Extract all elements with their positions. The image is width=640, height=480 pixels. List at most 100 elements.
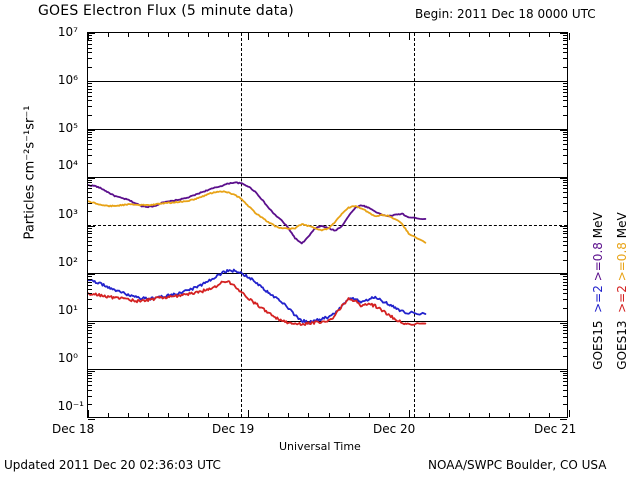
y-major-tick xyxy=(560,81,567,82)
y-minor-tick xyxy=(88,279,92,280)
x-major-tick xyxy=(248,410,249,417)
x-minor-tick xyxy=(208,33,209,37)
y-minor-tick xyxy=(563,325,567,326)
legend-space xyxy=(615,238,629,242)
y-minor-tick xyxy=(88,83,92,84)
y-minor-tick xyxy=(88,356,92,357)
y-minor-tick xyxy=(88,385,92,386)
legend-satellite-goes13: GOES13 xyxy=(615,320,629,370)
y-minor-tick xyxy=(88,197,92,198)
x-minor-tick xyxy=(108,33,109,37)
y-minor-tick xyxy=(563,396,567,397)
y-minor-tick xyxy=(563,282,567,283)
y-tick-label: 10⁶ xyxy=(57,73,78,87)
x-minor-tick xyxy=(168,413,169,417)
y-minor-tick xyxy=(563,89,567,90)
y-minor-tick xyxy=(563,140,567,141)
y-minor-tick xyxy=(88,192,92,193)
x-minor-tick xyxy=(449,413,450,417)
y-minor-tick xyxy=(563,100,567,101)
x-tick-label: Dec 19 xyxy=(212,422,255,436)
y-minor-tick xyxy=(563,231,567,232)
x-major-tick xyxy=(569,410,570,417)
y-minor-tick xyxy=(563,375,567,376)
y-major-tick xyxy=(88,419,95,420)
y-minor-tick xyxy=(88,106,92,107)
y-minor-tick xyxy=(88,132,92,133)
y-minor-tick xyxy=(563,163,567,164)
y-minor-tick xyxy=(88,140,92,141)
y-minor-tick xyxy=(88,251,92,252)
y-minor-tick xyxy=(88,115,92,116)
y-minor-tick xyxy=(88,89,92,90)
x-minor-tick xyxy=(349,33,350,37)
y-minor-tick xyxy=(88,52,92,53)
gridline xyxy=(88,273,567,274)
legend-space xyxy=(615,313,629,321)
y-minor-tick xyxy=(563,342,567,343)
y-minor-tick xyxy=(563,251,567,252)
y-minor-tick xyxy=(88,237,92,238)
y-minor-tick xyxy=(88,404,92,405)
y-minor-tick xyxy=(88,373,92,374)
y-minor-tick xyxy=(88,289,92,290)
x-minor-tick xyxy=(349,413,350,417)
y-minor-tick xyxy=(88,342,92,343)
x-tick-label: Dec 20 xyxy=(373,422,416,436)
y-minor-tick xyxy=(563,134,567,135)
y-minor-tick xyxy=(88,260,92,261)
x-tick-label: Dec 18 xyxy=(52,422,95,436)
legend-space xyxy=(591,238,605,242)
x-minor-tick xyxy=(369,33,370,37)
y-minor-tick xyxy=(88,163,92,164)
x-major-tick xyxy=(88,33,89,40)
y-minor-tick xyxy=(563,385,567,386)
y-major-tick xyxy=(560,419,567,420)
y-minor-tick xyxy=(563,48,567,49)
x-minor-tick xyxy=(268,413,269,417)
updated-timestamp: Updated 2011 Dec 20 02:36:03 UTC xyxy=(4,458,221,472)
x-minor-tick xyxy=(188,33,189,37)
legend-goes13: GOES13 >=2 >=0.8 MeV xyxy=(601,212,629,385)
y-minor-tick xyxy=(88,134,92,135)
legend-unit-goes13: MeV xyxy=(615,212,629,239)
y-minor-tick xyxy=(563,185,567,186)
x-major-tick xyxy=(409,33,410,40)
x-major-tick xyxy=(409,410,410,417)
y-minor-tick xyxy=(88,48,92,49)
y-minor-tick xyxy=(563,58,567,59)
legend-energy-08mev-goes13: >=0.8 xyxy=(615,242,629,282)
y-minor-tick xyxy=(563,197,567,198)
y-minor-tick xyxy=(563,260,567,261)
x-minor-tick xyxy=(228,413,229,417)
gridline xyxy=(88,177,567,178)
y-minor-tick xyxy=(88,333,92,334)
y-minor-tick xyxy=(563,92,567,93)
x-minor-tick xyxy=(228,33,229,37)
x-minor-tick xyxy=(529,413,530,417)
y-tick-label: 10⁵ xyxy=(57,121,78,135)
y-minor-tick xyxy=(563,144,567,145)
y-minor-tick xyxy=(563,188,567,189)
x-minor-tick xyxy=(168,33,169,37)
x-minor-tick xyxy=(549,413,550,417)
y-minor-tick xyxy=(563,327,567,328)
y-minor-tick xyxy=(563,44,567,45)
y-minor-tick xyxy=(563,308,567,309)
y-minor-tick xyxy=(88,182,92,183)
legend-unit-goes15: MeV xyxy=(591,212,605,239)
y-minor-tick xyxy=(563,299,567,300)
y-minor-tick xyxy=(563,348,567,349)
x-minor-tick xyxy=(148,33,149,37)
y-minor-tick xyxy=(88,337,92,338)
y-minor-tick xyxy=(88,308,92,309)
y-minor-tick xyxy=(563,245,567,246)
legend-space xyxy=(615,281,629,285)
y-minor-tick xyxy=(88,245,92,246)
x-minor-tick xyxy=(188,413,189,417)
y-minor-tick xyxy=(563,35,567,36)
x-minor-tick xyxy=(288,33,289,37)
x-minor-tick xyxy=(329,413,330,417)
y-minor-tick xyxy=(88,40,92,41)
x-minor-tick xyxy=(489,413,490,417)
